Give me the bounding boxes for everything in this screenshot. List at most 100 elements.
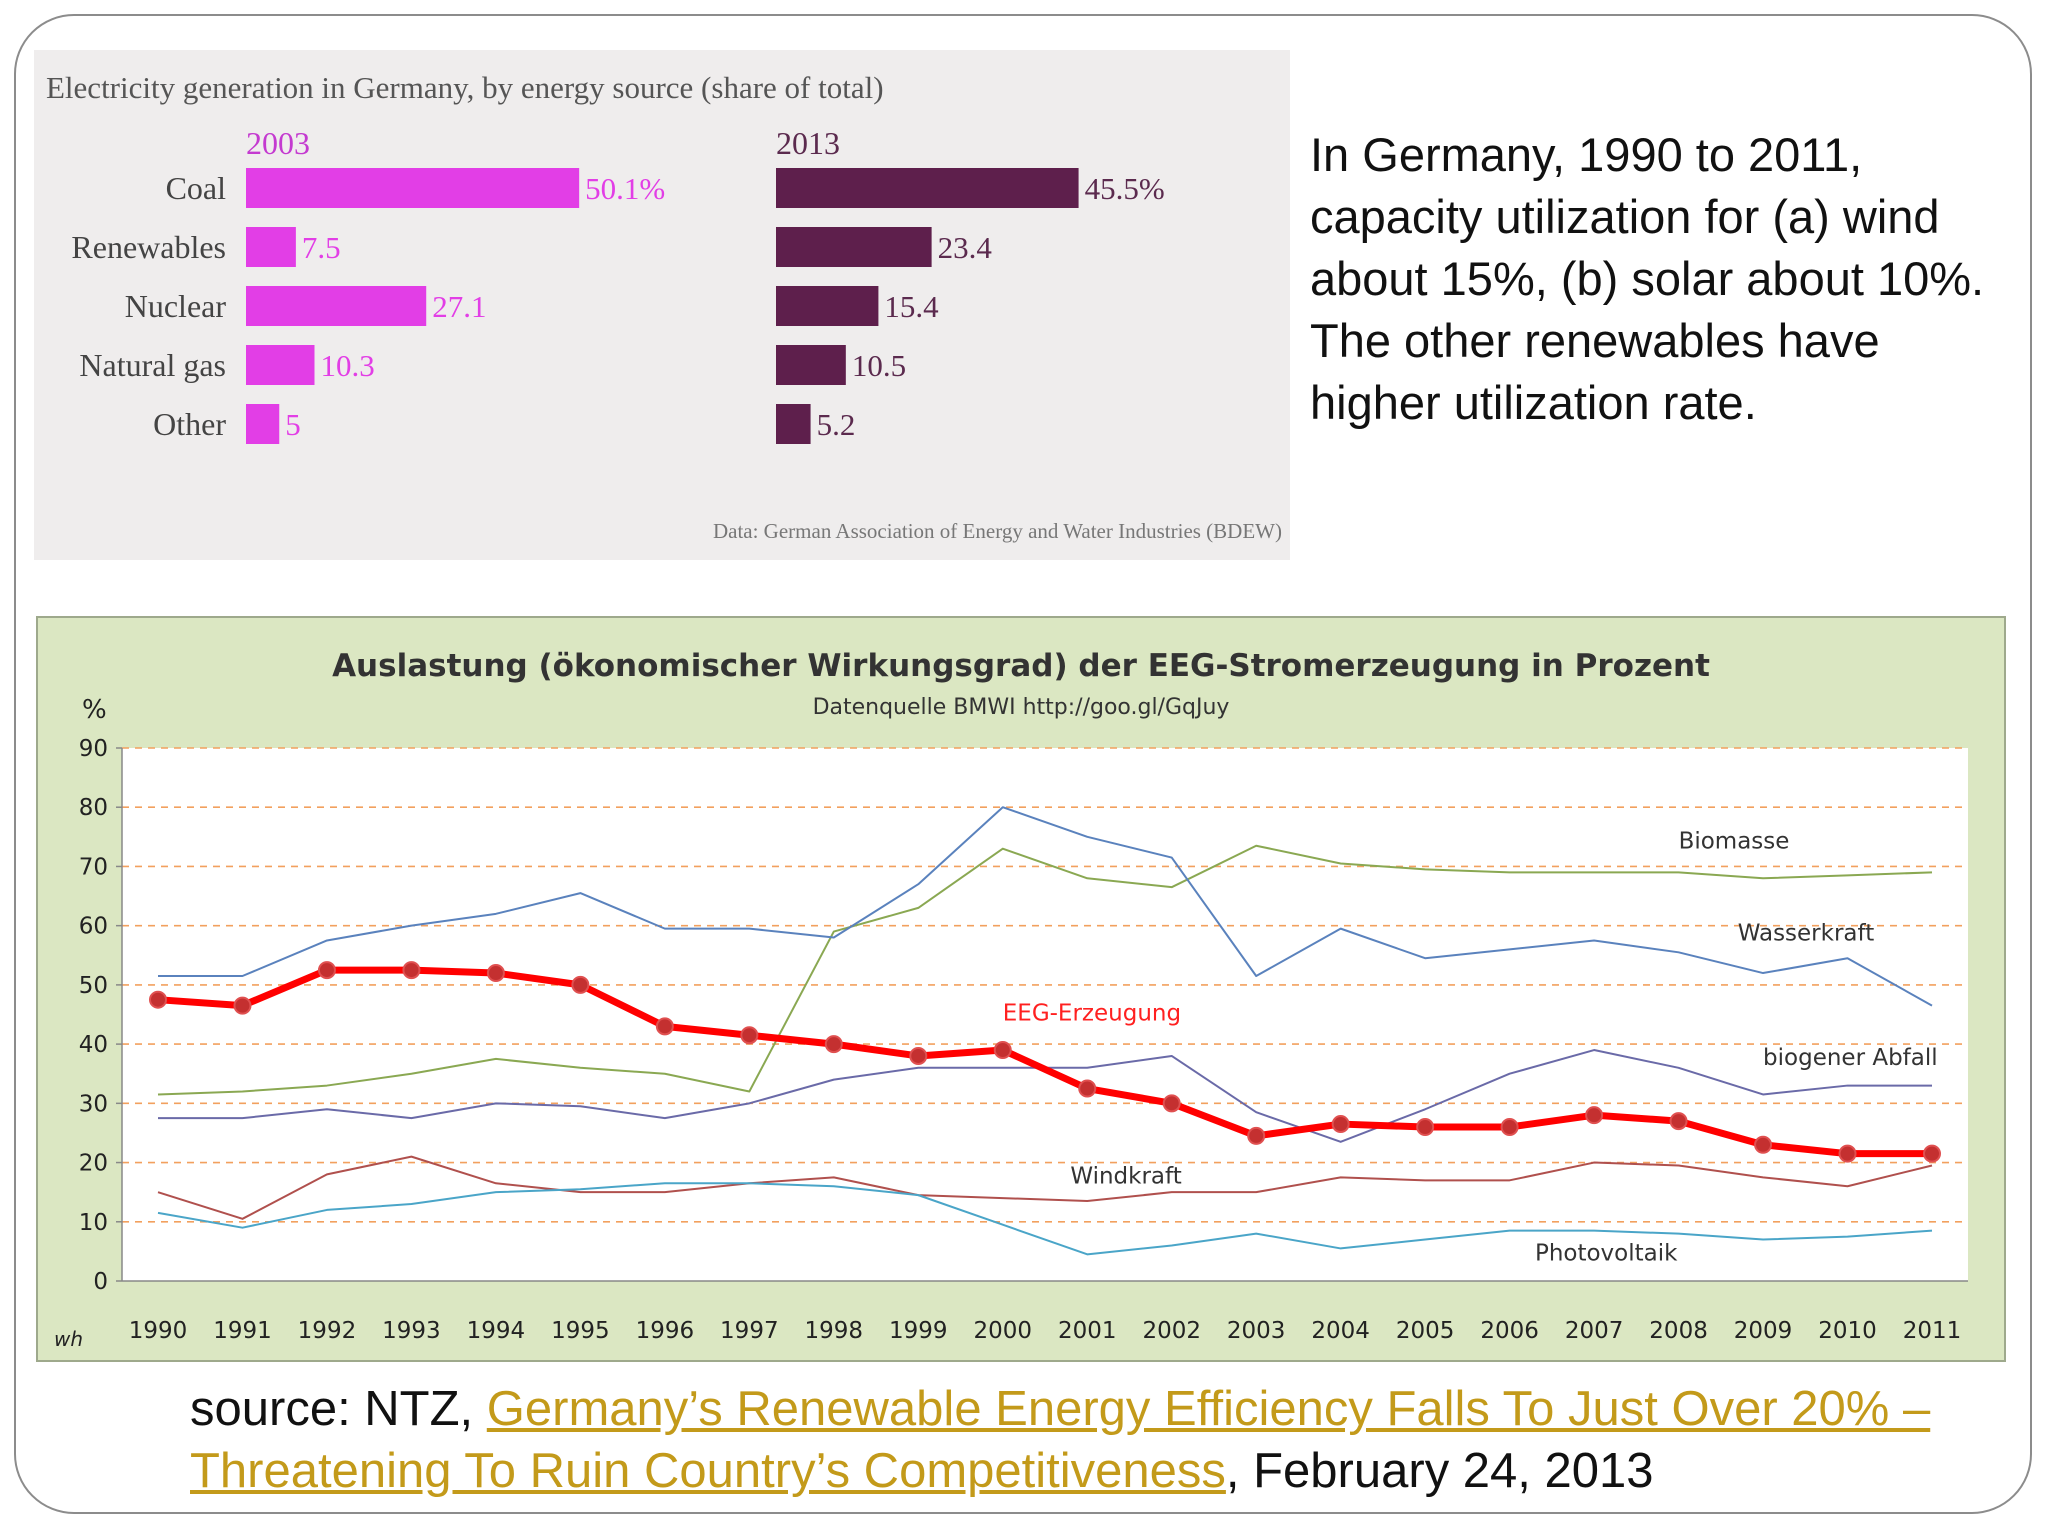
x-tick-label: 1993 <box>382 1318 441 1344</box>
series-label-wasserkraft: Wasserkraft <box>1738 920 1875 946</box>
series-label-biomasse: Biomasse <box>1679 829 1790 855</box>
eeg-point <box>149 990 167 1009</box>
series-line-biomasse <box>157 844 1933 1096</box>
source-prefix: source: NTZ, <box>190 1382 487 1436</box>
source-article-link[interactable]: Germany’s Renewable Energy Efficiency Fa… <box>190 1382 1931 1498</box>
x-tick-label: 2008 <box>1649 1318 1708 1344</box>
x-tick-label: 2005 <box>1396 1318 1455 1344</box>
series-label-windkraft: Windkraft <box>1070 1163 1181 1189</box>
eeg-point <box>1585 1106 1604 1125</box>
bar-chart-panel: Electricity generation in Germany, by en… <box>34 50 1290 560</box>
series-label-eeg-erzeugung: EEG-Erzeugung <box>1003 1000 1181 1026</box>
y-tick-label: 10 <box>79 1210 108 1236</box>
bar-value-label: 7.5 <box>302 230 341 265</box>
bar-2013-coal <box>776 168 1079 208</box>
eeg-point <box>1500 1118 1519 1137</box>
bar-2003-renewables <box>246 227 296 267</box>
series-line-windkraft <box>157 1155 1933 1220</box>
x-tick-label: 1991 <box>213 1318 272 1344</box>
series-label-photovoltaik: Photovoltaik <box>1535 1240 1678 1266</box>
x-tick-label: 1990 <box>129 1318 188 1344</box>
bar-value-label: 15.4 <box>884 289 939 324</box>
x-tick-label: 2011 <box>1903 1318 1962 1344</box>
series-line-eeg-erzeugung <box>157 966 1932 1158</box>
x-tick-label: 2001 <box>1058 1318 1117 1344</box>
eeg-point <box>486 964 505 983</box>
line-chart-title: Auslastung (ökonomischer Wirkungsgrad) d… <box>332 648 1710 684</box>
bar-value-label: 5.2 <box>817 407 856 442</box>
eeg-point <box>993 1041 1012 1060</box>
bar-series-year-2013: 2013 <box>776 125 840 161</box>
eeg-point <box>740 1026 759 1045</box>
bar-category-label: Renewables <box>71 229 226 265</box>
capacity-note: In Germany, 1990 to 2011, capacity utili… <box>1310 128 1985 429</box>
bar-category-label: Other <box>153 406 226 442</box>
bar-category-label: Coal <box>166 170 227 206</box>
y-tick-label: 30 <box>79 1091 108 1117</box>
series-label-biogener-abfall: biogener Abfall <box>1763 1045 1938 1071</box>
slide-frame <box>14 14 2032 1514</box>
bar-2013-renewables <box>776 227 932 267</box>
eeg-point <box>1754 1135 1773 1154</box>
eeg-point <box>909 1046 928 1065</box>
x-tick-label: 2007 <box>1565 1318 1624 1344</box>
x-tick-label: 2004 <box>1311 1318 1370 1344</box>
bar-value-label: 27.1 <box>432 289 486 324</box>
x-tick-label: 2009 <box>1734 1318 1793 1344</box>
eeg-point <box>571 975 590 994</box>
line-chart-panel: Auslastung (ökonomischer Wirkungsgrad) d… <box>36 616 2006 1362</box>
y-tick-label: 0 <box>93 1269 108 1295</box>
x-tick-label: 2000 <box>973 1318 1032 1344</box>
bar-2013-nuclear <box>776 286 879 326</box>
eeg-point <box>1078 1079 1097 1098</box>
bar-value-label: 23.4 <box>938 230 993 265</box>
x-tick-label: 2006 <box>1480 1318 1539 1344</box>
x-tick-label: 1996 <box>636 1318 695 1344</box>
series-line-photovoltaik <box>157 1182 1933 1256</box>
x-tick-label: 2002 <box>1142 1318 1201 1344</box>
eeg-point <box>317 961 336 980</box>
eeg-point <box>824 1035 843 1054</box>
eeg-point <box>1247 1126 1266 1145</box>
bar-category-label: Nuclear <box>125 288 227 324</box>
eeg-point <box>402 961 421 980</box>
bar-series-year-2003: 2003 <box>246 125 310 161</box>
bar-value-label: 10.3 <box>320 348 374 383</box>
bar-chart-title: Electricity generation in Germany, by en… <box>46 70 884 105</box>
x-tick-label: 1999 <box>889 1318 948 1344</box>
series-line-wasserkraft <box>158 806 1933 1007</box>
eeg-point <box>1162 1094 1181 1113</box>
corner-label: wh <box>54 1327 83 1351</box>
y-tick-label: 50 <box>79 973 108 999</box>
eeg-point <box>1331 1115 1350 1134</box>
x-tick-label: 1997 <box>720 1318 779 1344</box>
y-axis-unit-label: % <box>82 695 107 725</box>
bar-2013-other <box>776 404 811 444</box>
x-tick-label: 1995 <box>551 1318 610 1344</box>
eeg-point <box>1838 1144 1857 1163</box>
bar-2003-nuclear <box>246 286 427 326</box>
bar-value-label: 5 <box>285 407 301 442</box>
y-tick-label: 40 <box>79 1032 108 1058</box>
bar-2003-coal <box>246 168 580 208</box>
line-chart-subtitle: Datenquelle BMWI http://goo.gl/GqJuy <box>813 695 1230 720</box>
y-tick-label: 90 <box>79 736 108 762</box>
y-tick-label: 20 <box>79 1151 108 1177</box>
eeg-point <box>1923 1144 1941 1163</box>
bar-chart: Electricity generation in Germany, by en… <box>46 70 1282 543</box>
bar-chart-footnote: Data: German Association of Energy and W… <box>713 519 1282 543</box>
x-tick-label: 2010 <box>1818 1318 1877 1344</box>
x-tick-label: 1994 <box>467 1318 526 1344</box>
x-tick-label: 1998 <box>805 1318 864 1344</box>
plot-area <box>122 748 1968 1281</box>
bar-category-label: Natural gas <box>79 347 226 383</box>
eeg-point <box>1416 1118 1435 1137</box>
x-tick-label: 1992 <box>298 1318 357 1344</box>
bar-2013-natural-gas <box>776 345 846 385</box>
y-tick-label: 60 <box>79 914 108 940</box>
eeg-point <box>1669 1112 1688 1131</box>
eeg-point <box>233 996 252 1015</box>
source-suffix: , February 24, 2013 <box>1225 1444 1654 1498</box>
line-chart: Auslastung (ökonomischer Wirkungsgrad) d… <box>54 648 1968 1351</box>
bar-value-label: 45.5% <box>1085 171 1165 206</box>
